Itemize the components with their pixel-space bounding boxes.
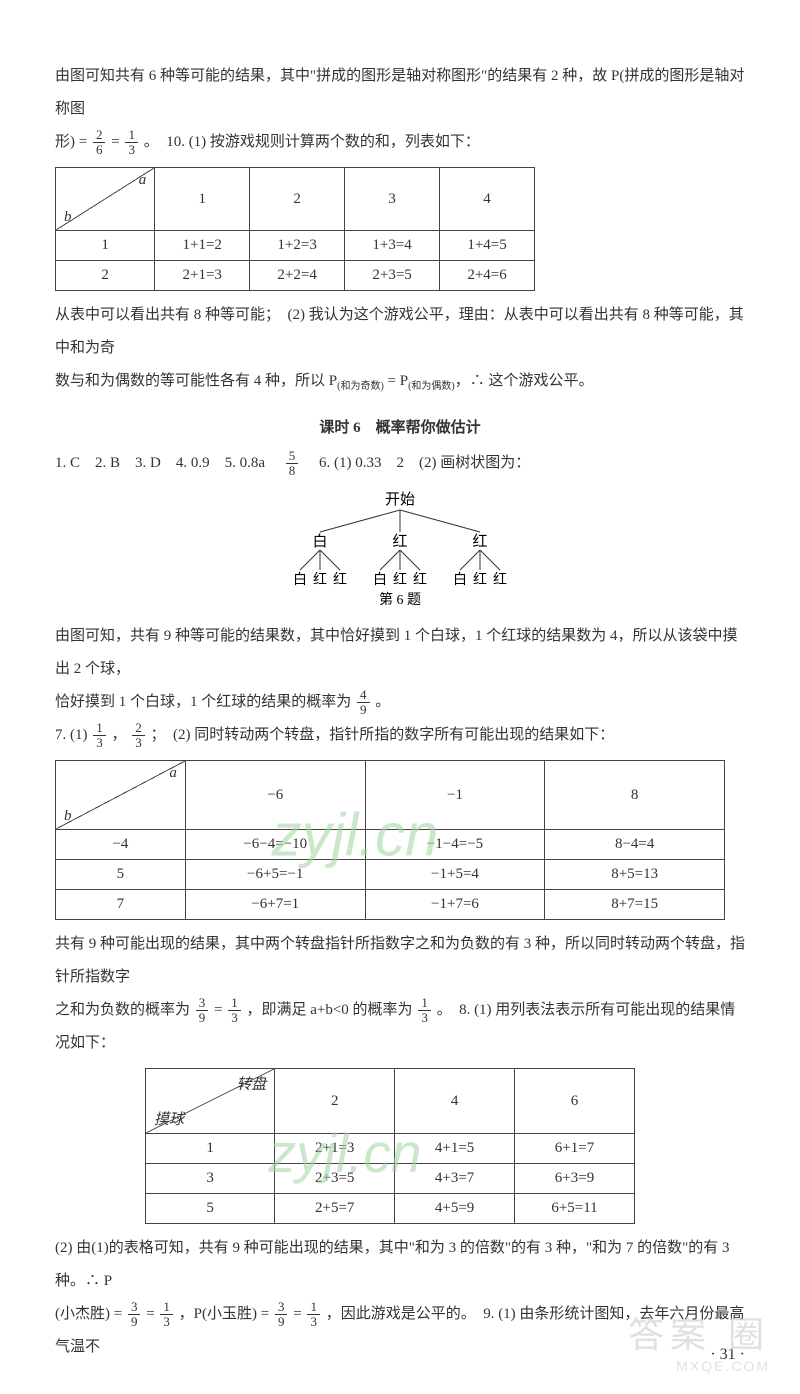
svg-text:红: 红 <box>333 572 347 588</box>
sum-table-1: a b 1 2 3 4 1 1+1=21+2=3 1+3=41+4=5 2 2+… <box>55 167 535 291</box>
page: 由图可知共有 6 种等可能的结果，其中"拼成的图形是轴对称图形"的结果有 2 种… <box>0 0 800 1394</box>
sum-table-2: a b −6 −1 8 −4−6−4=−10−1−4=−58−4=4 5−6+5… <box>55 760 725 920</box>
paragraph: 7. (1) 13 ， 23 ； (2) 同时转动两个转盘，指针所指的数字所有可… <box>55 719 745 752</box>
paragraph: 形) = 26 = 13 。 10. (1) 按游戏规则计算两个数的和，列表如下… <box>55 126 745 159</box>
paragraph: 恰好摸到 1 个白球，1 个红球的结果的概率为 49 。 <box>55 686 745 719</box>
paragraph: 由图可知共有 6 种等可能的结果，其中"拼成的图形是轴对称图形"的结果有 2 种… <box>55 60 745 126</box>
svg-text:白: 白 <box>453 572 467 588</box>
tree-svg: 开始 白 红 红 白 红 红 白 红 红 白 红 红 第 6 题 <box>250 490 550 610</box>
svg-text:红: 红 <box>313 572 327 588</box>
svg-text:白: 白 <box>312 533 327 550</box>
svg-text:红: 红 <box>473 572 487 588</box>
tree-diagram: 开始 白 红 红 白 红 红 白 红 红 白 红 红 第 6 题 <box>55 490 745 610</box>
svg-text:红: 红 <box>392 533 407 550</box>
paragraph: 之和为负数的概率为 39 = 13 ，即满足 a+b<0 的概率为 13 。 8… <box>55 994 745 1060</box>
fraction: 13 <box>125 128 138 158</box>
fraction: 23 <box>132 721 145 751</box>
svg-text:红: 红 <box>472 533 487 550</box>
svg-text:红: 红 <box>413 572 427 588</box>
svg-text:红: 红 <box>393 572 407 588</box>
svg-text:开始: 开始 <box>385 491 415 508</box>
paragraph: 共有 9 种可能出现的结果，其中两个转盘指针所指数字之和为负数的有 3 种，所以… <box>55 928 745 994</box>
paragraph: 由图可知，共有 9 种等可能的结果数，其中恰好摸到 1 个白球，1 个红球的结果… <box>55 620 745 686</box>
svg-text:白: 白 <box>293 572 307 588</box>
paragraph: 从表中可以看出共有 8 种等可能； (2) 我认为这个游戏公平，理由：从表中可以… <box>55 299 745 365</box>
svg-text:第 6 题: 第 6 题 <box>379 591 421 608</box>
fraction: 13 <box>93 721 106 751</box>
answer-line: 1. C 2. B 3. D 4. 0.9 5. 0.8a 58 6. (1) … <box>55 447 745 480</box>
sum-table-3: 转盘 摸球 2 4 6 12+1=34+1=56+1=7 32+3=54+3=7… <box>145 1068 635 1224</box>
site-logo: 答案 圈 MXQE.COM <box>628 1306 770 1374</box>
svg-text:白: 白 <box>373 572 387 588</box>
fraction: 49 <box>357 688 370 718</box>
fraction: 58 <box>286 449 299 479</box>
section-title: 课时 6 概率帮你做估计 <box>55 416 745 437</box>
svg-text:红: 红 <box>493 572 507 588</box>
fraction: 26 <box>93 128 106 158</box>
paragraph: (2) 由(1)的表格可知，共有 9 种可能出现的结果，其中"和为 3 的倍数"… <box>55 1232 745 1298</box>
paragraph: 数与和为偶数的等可能性各有 4 种，所以 P(和为奇数) = P(和为偶数)，∴… <box>55 365 745 398</box>
